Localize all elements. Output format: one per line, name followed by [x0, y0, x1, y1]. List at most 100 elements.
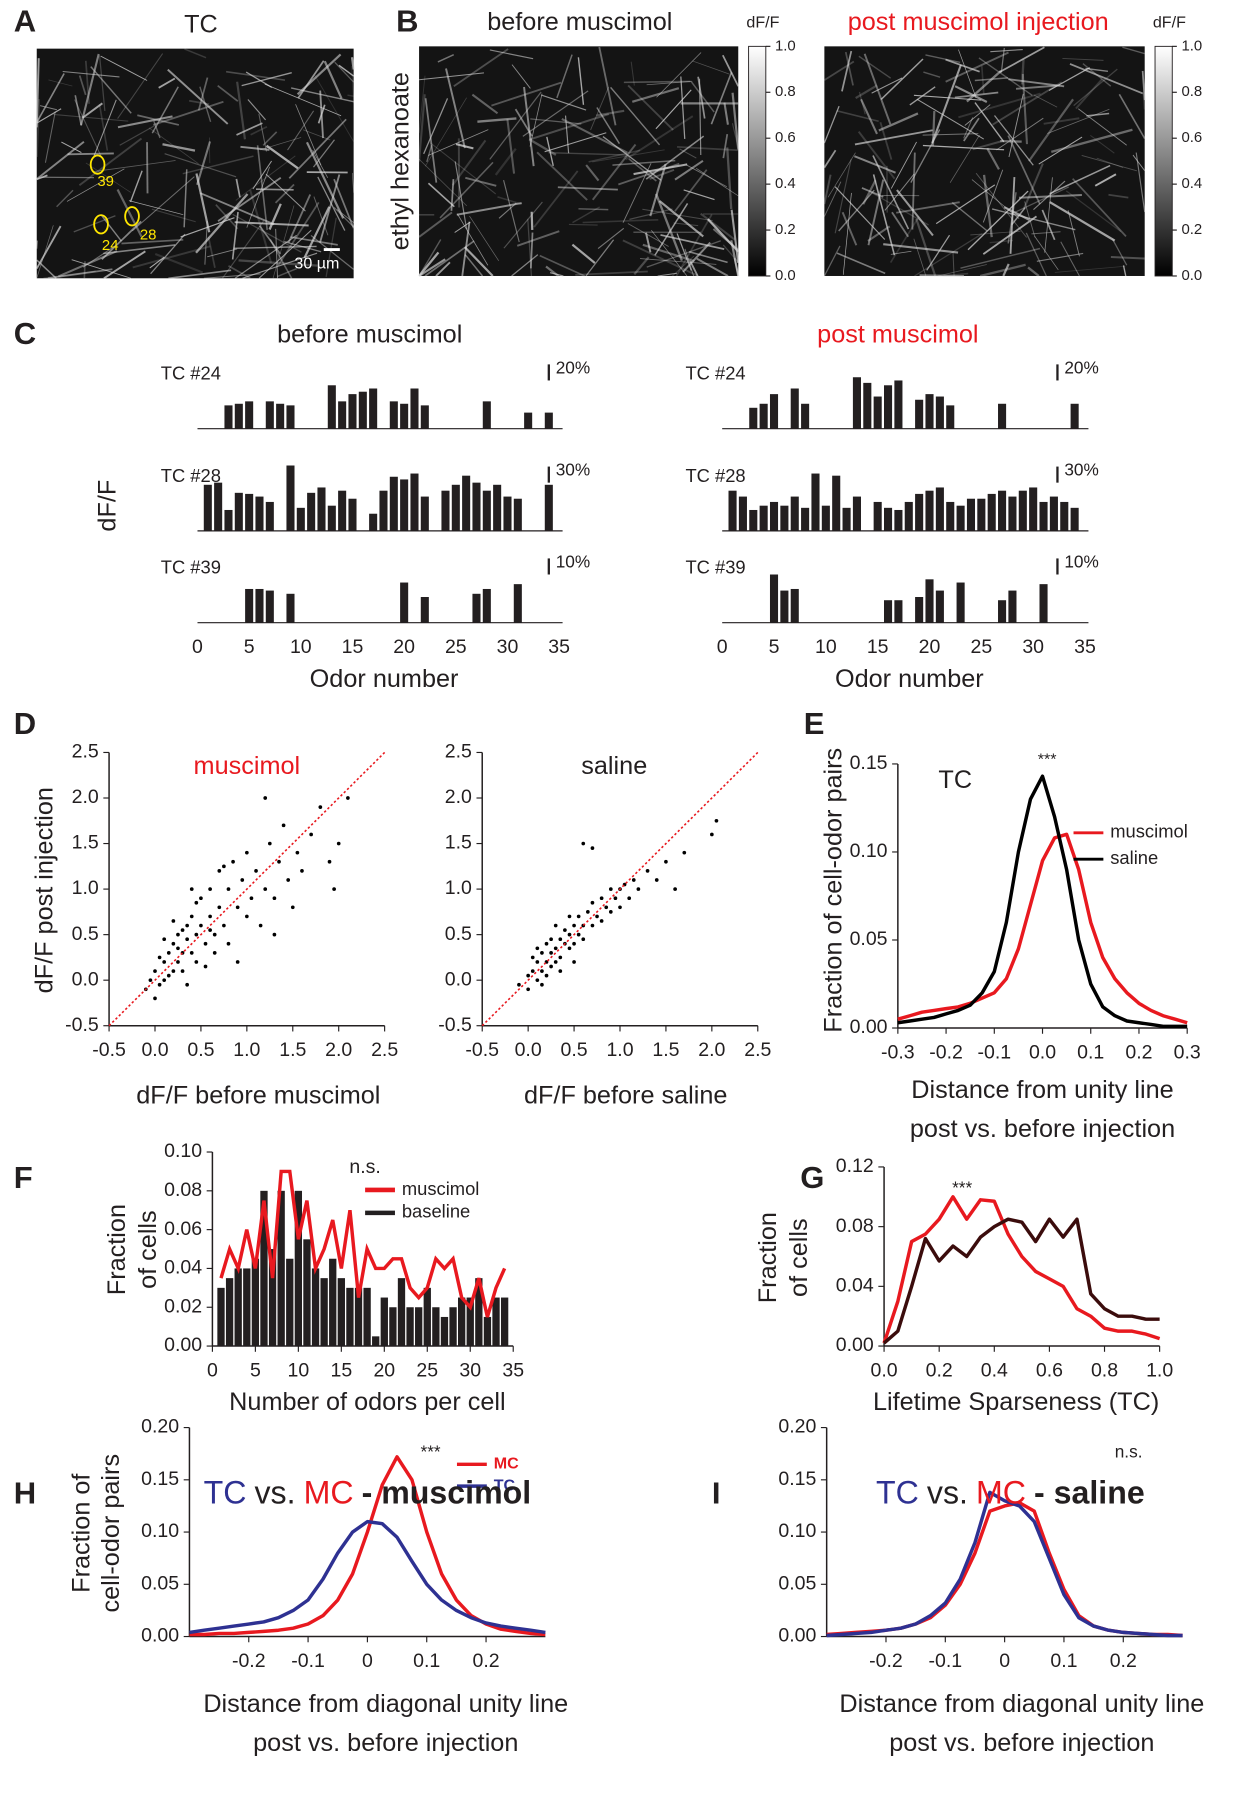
- x-tick-label: 20: [373, 1359, 395, 1381]
- x-tick-label: 0.3: [1174, 1041, 1201, 1063]
- point: [162, 937, 167, 942]
- fiber: [36, 73, 65, 123]
- bar: [966, 498, 976, 531]
- fiber: [61, 141, 82, 153]
- fiber: [207, 248, 238, 258]
- fiber: [842, 192, 852, 275]
- y-axis-label: of cells: [785, 1218, 813, 1297]
- fiber: [592, 149, 665, 163]
- series-line: [882, 1195, 1161, 1344]
- y-tick-label: 0.00: [164, 1334, 202, 1356]
- fiber: [268, 203, 282, 230]
- bar: [749, 509, 758, 531]
- bar: [400, 403, 409, 429]
- point: [222, 864, 226, 869]
- fiber: [726, 147, 733, 210]
- fiber: [275, 228, 278, 279]
- bar: [1049, 496, 1058, 531]
- panel-letter: H: [14, 1476, 36, 1511]
- bar: [998, 600, 1007, 623]
- fiber: [556, 54, 573, 99]
- x-axis-label: Distance from unity line: [911, 1076, 1173, 1104]
- point: [608, 887, 613, 891]
- bar: [440, 1316, 449, 1347]
- annotation: n.s.: [349, 1156, 380, 1178]
- fiber: [516, 230, 560, 247]
- x-tick-label: 0: [717, 636, 728, 658]
- fiber: [823, 174, 832, 205]
- fiber: [158, 77, 176, 89]
- y-tick-label: 2.0: [445, 786, 472, 808]
- fiber: [427, 182, 455, 208]
- fiber: [889, 216, 920, 264]
- point: [654, 878, 659, 882]
- fiber: [683, 189, 715, 201]
- point: [166, 951, 171, 955]
- x-tick-label: 25: [445, 636, 467, 658]
- point: [563, 928, 567, 932]
- point: [599, 919, 604, 923]
- fiber: [35, 99, 41, 157]
- fiber: [274, 183, 295, 204]
- x-axis-label: post vs. before injection: [910, 1115, 1175, 1143]
- x-tick-label: 25: [970, 636, 992, 658]
- point: [572, 941, 576, 946]
- point: [544, 973, 549, 978]
- fiber: [269, 239, 293, 279]
- fiber: [844, 51, 854, 86]
- fiber: [654, 203, 689, 256]
- fiber: [557, 186, 618, 191]
- x-axis-label: Lifetime Sparseness (TC): [873, 1388, 1159, 1416]
- series-line: [897, 832, 1188, 1025]
- x-axis-label: dF/F before saline: [524, 1082, 728, 1110]
- bar: [363, 1287, 371, 1347]
- point: [171, 919, 176, 923]
- unity-line: [108, 751, 386, 1027]
- fiber: [649, 163, 667, 217]
- x-tick-label: 0.0: [1029, 1041, 1056, 1063]
- point: [590, 900, 595, 905]
- y-tick-label: 0.00: [836, 1334, 874, 1356]
- fiber: [860, 98, 878, 135]
- scale-label: 30%: [556, 460, 590, 480]
- bar: [544, 484, 553, 531]
- x-tick-label: 0.8: [1091, 1359, 1118, 1381]
- x-tick-label: 0: [207, 1359, 218, 1381]
- fiber: [679, 148, 697, 159]
- point: [185, 982, 189, 987]
- fiber: [1065, 190, 1122, 233]
- fiber: [582, 218, 659, 224]
- fiber: [996, 117, 1044, 151]
- fiber: [890, 141, 917, 189]
- fiber: [91, 160, 176, 173]
- fiber: [1033, 180, 1066, 211]
- fiber: [674, 159, 704, 181]
- fiber: [949, 134, 980, 183]
- point: [263, 887, 268, 891]
- fiber: [418, 158, 468, 207]
- fiber: [827, 152, 856, 198]
- fiber: [682, 241, 711, 273]
- fiber: [456, 202, 522, 216]
- point: [231, 859, 235, 864]
- fiber: [489, 49, 534, 60]
- title-part: - muscimol: [362, 1475, 532, 1511]
- x-tick-label: 1.0: [233, 1039, 260, 1061]
- colorbar: [1154, 45, 1173, 277]
- series-line: [897, 774, 1188, 1029]
- fiber: [1090, 134, 1115, 154]
- panel-letter: E: [804, 706, 825, 741]
- y-tick-label: 0.00: [850, 1016, 888, 1038]
- fiber: [627, 84, 674, 131]
- fiber: [935, 184, 996, 225]
- fiber: [1073, 68, 1118, 107]
- bar: [977, 498, 986, 531]
- fiber: [74, 95, 83, 126]
- point: [180, 928, 185, 932]
- x-tick-label: 30: [1022, 636, 1044, 658]
- colorbar-tick-label: 0.4: [1181, 175, 1202, 192]
- point: [171, 941, 176, 946]
- fiber: [539, 254, 586, 277]
- series-line: [219, 1169, 507, 1318]
- fiber: [878, 112, 919, 132]
